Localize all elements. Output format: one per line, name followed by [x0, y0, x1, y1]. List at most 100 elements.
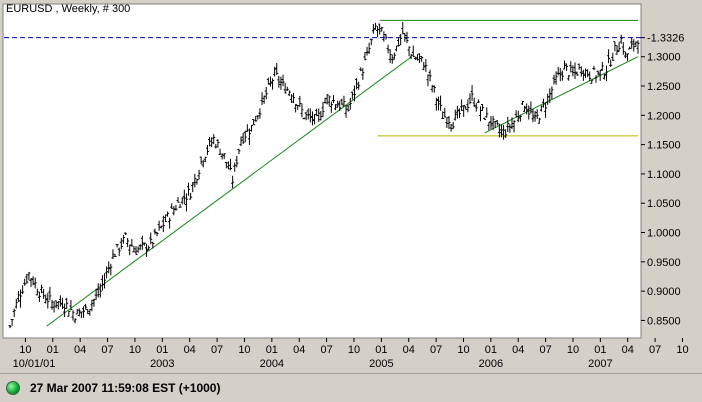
ohlc-bar	[571, 65, 575, 77]
ohlc-bar	[388, 49, 392, 63]
ohlc-bar	[98, 283, 102, 298]
ohlc-bar	[92, 298, 96, 307]
ohlc-bar	[65, 297, 69, 310]
ohlc-bar	[191, 182, 195, 193]
ohlc-bar	[588, 71, 592, 82]
y-tick-label: -1.3326	[647, 33, 684, 45]
x-year-label: 2004	[260, 358, 284, 370]
ohlc-bar	[403, 33, 407, 42]
ohlc-bar	[445, 117, 449, 128]
ohlc-bar	[23, 278, 27, 286]
ohlc-bar	[359, 67, 363, 72]
ohlc-bar	[329, 101, 333, 113]
ohlc-bar	[296, 104, 300, 110]
ohlc-bar	[121, 235, 125, 244]
ohlc-bar	[426, 74, 430, 87]
ohlc-bar	[380, 26, 384, 32]
ohlc-bar	[466, 99, 470, 113]
ohlc-bar	[502, 124, 506, 140]
ohlc-bar	[294, 104, 298, 113]
ohlc-bar	[21, 285, 25, 294]
ohlc-bar	[71, 310, 75, 321]
x-tick-label: 07	[649, 344, 661, 356]
ohlc-bar	[520, 100, 524, 105]
trend-line-3	[484, 56, 639, 134]
ohlc-bar	[338, 100, 342, 111]
ohlc-bar	[449, 123, 453, 132]
ohlc-bar	[117, 247, 121, 257]
ohlc-bar	[371, 23, 375, 34]
ohlc-bar	[590, 79, 594, 84]
ohlc-bar	[323, 97, 327, 104]
ohlc-bar	[447, 115, 451, 129]
ohlc-bar	[308, 108, 312, 123]
price-chart[interactable]: EURUSD , Weekly, # 300 0.8500 0.9000 0.950…	[0, 0, 702, 373]
ohlc-bar	[611, 52, 615, 62]
ohlc-bar	[90, 299, 94, 312]
ohlc-bar	[405, 31, 409, 44]
ohlc-bar	[625, 53, 629, 61]
y-tick-label: 0.9500	[647, 257, 681, 269]
x-tick-label: 04	[184, 344, 196, 356]
y-tick-label: 1.0000	[647, 228, 681, 240]
ohlc-bar	[289, 94, 293, 103]
x-tick-label: 01	[156, 344, 168, 356]
plot-area	[2, 3, 642, 339]
ohlc-bar	[94, 288, 98, 300]
ohlc-bar	[10, 319, 14, 326]
ohlc-bar	[103, 273, 107, 289]
status-bar: 27 Mar 2007 11:59:08 EST (+1000)	[0, 373, 702, 402]
ohlc-bar	[443, 107, 447, 118]
ohlc-bar	[436, 96, 440, 111]
ohlc-bar	[512, 120, 516, 133]
ohlc-bar	[592, 65, 596, 71]
ohlc-bar	[132, 246, 136, 253]
ohlc-bar	[231, 175, 235, 189]
ohlc-bar	[300, 103, 304, 118]
ohlc-bar	[84, 303, 88, 310]
ohlc-bar	[19, 289, 23, 308]
ohlc-bar	[203, 156, 207, 163]
ohlc-bar	[12, 308, 16, 318]
ohlc-bar	[8, 324, 12, 329]
ohlc-bar	[287, 90, 291, 96]
y-tick-label: 1.1000	[647, 169, 681, 181]
ohlc-bar	[136, 246, 140, 253]
ohlc-bar	[491, 115, 495, 130]
ohlc-bar	[212, 134, 216, 145]
x-tick-label: 10	[676, 344, 688, 356]
ohlc-bar	[411, 45, 415, 58]
ohlc-bar	[109, 263, 113, 276]
ohlc-bar	[531, 108, 535, 123]
ohlc-bar	[201, 160, 205, 168]
ohlc-bar	[541, 98, 545, 108]
ohlc-bar	[233, 162, 237, 172]
ohlc-bar	[470, 85, 474, 101]
ohlc-bar	[577, 63, 581, 70]
ohlc-bar	[487, 121, 491, 131]
ohlc-bar	[58, 295, 62, 307]
ohlc-bar	[489, 116, 493, 129]
ohlc-bar	[262, 95, 266, 104]
ohlc-bar	[609, 59, 613, 67]
ohlc-bar	[281, 74, 285, 87]
ohlc-bar	[319, 110, 323, 121]
ohlc-bar	[527, 105, 531, 120]
ohlc-bar	[409, 53, 413, 60]
ohlc-bar	[197, 169, 201, 180]
ohlc-bar	[172, 206, 176, 216]
ohlc-bar	[218, 148, 222, 155]
ohlc-bar	[363, 52, 367, 61]
ohlc-bar	[321, 102, 325, 118]
y-tick-label: 0.8500	[647, 315, 681, 327]
ohlc-bar	[420, 55, 424, 62]
x-tick-label: 04	[622, 344, 634, 356]
ohlc-bar	[392, 52, 396, 60]
ohlc-bar	[42, 289, 46, 299]
ohlc-bar	[451, 122, 455, 130]
ohlc-bar	[184, 193, 188, 212]
x-tick-label: 01	[375, 344, 387, 356]
ohlc-bar	[632, 39, 636, 52]
ohlc-bar	[56, 301, 60, 310]
ohlc-bar	[457, 108, 461, 118]
